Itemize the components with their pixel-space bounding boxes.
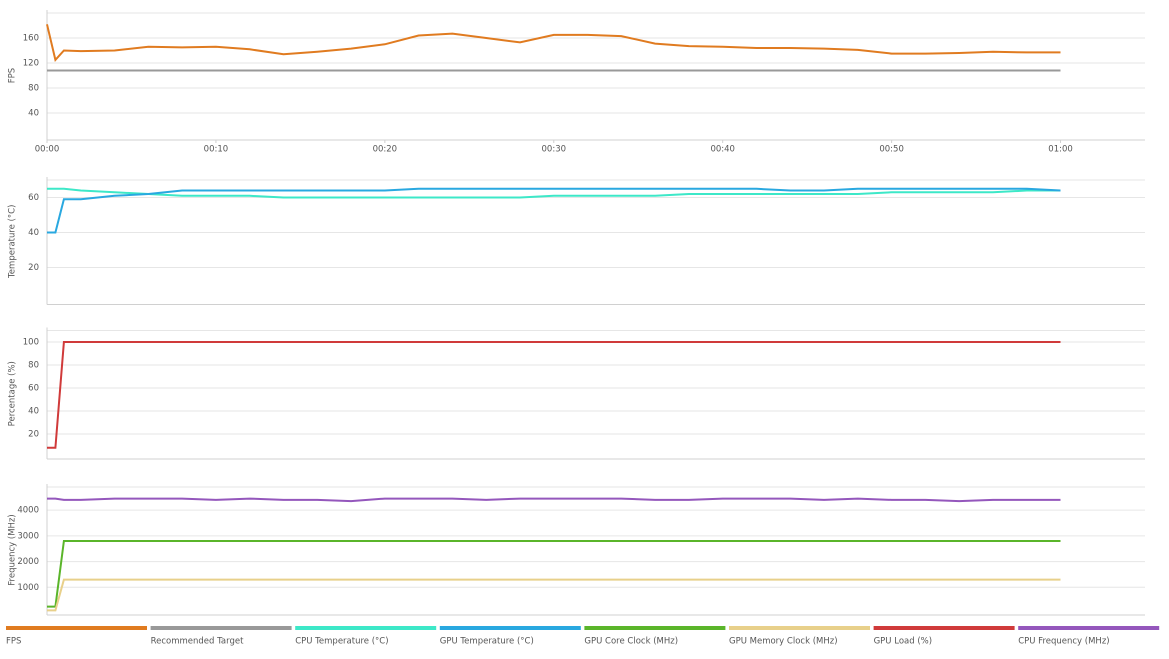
legend-label: CPU Temperature (°C) xyxy=(295,637,388,647)
legend-swatch xyxy=(584,626,726,630)
series-line xyxy=(46,24,1061,62)
legend-swatch xyxy=(873,626,1015,630)
series-line xyxy=(47,497,1061,503)
legend-swatch xyxy=(6,626,147,630)
series-line xyxy=(47,187,1061,234)
legend-label: Recommended Target xyxy=(151,637,244,647)
x-tick-label: 00:20 xyxy=(373,145,398,155)
legend-swatch xyxy=(439,626,581,630)
y-tick-label: 80 xyxy=(28,361,39,371)
legend-label: FPS xyxy=(6,637,21,647)
legend-swatch xyxy=(1018,626,1160,630)
y-tick-label: 60 xyxy=(28,384,39,394)
y-tick-label: 2000 xyxy=(17,557,39,567)
y-tick-label: 40 xyxy=(28,109,39,119)
y-axis-label: Frequency (MHz) xyxy=(8,514,18,585)
series-line xyxy=(47,578,1061,612)
y-tick-label: 40 xyxy=(28,407,39,417)
y-axis-label: Temperature (°C) xyxy=(8,205,18,279)
series-line xyxy=(47,540,1061,608)
series-line xyxy=(47,341,1061,449)
x-tick-label: 00:30 xyxy=(542,145,567,155)
y-tick-label: 60 xyxy=(28,193,39,203)
legend-label: GPU Memory Clock (MHz) xyxy=(729,637,838,647)
y-tick-label: 20 xyxy=(28,430,39,440)
legend-label: GPU Core Clock (MHz) xyxy=(584,637,678,647)
x-tick-label: 00:40 xyxy=(710,145,735,155)
legend-label: CPU Frequency (MHz) xyxy=(1018,637,1109,647)
y-axis-label: Percentage (%) xyxy=(8,361,18,426)
legend-label: GPU Load (%) xyxy=(874,637,932,647)
y-tick-label: 1000 xyxy=(17,583,39,593)
y-tick-label: 20 xyxy=(28,263,39,273)
legend-swatch xyxy=(150,626,292,630)
x-tick-label: 00:50 xyxy=(879,145,904,155)
legend-swatch xyxy=(295,626,437,630)
y-tick-label: 3000 xyxy=(17,531,39,541)
legend-swatch xyxy=(729,626,870,630)
x-tick-label: 01:00 xyxy=(1048,145,1073,155)
x-tick-label: 00:00 xyxy=(35,145,60,155)
y-tick-label: 160 xyxy=(23,34,39,44)
y-tick-label: 40 xyxy=(28,228,39,238)
y-tick-label: 80 xyxy=(28,84,39,94)
y-tick-label: 4000 xyxy=(17,506,39,516)
y-tick-label: 100 xyxy=(23,338,39,348)
y-tick-label: 120 xyxy=(23,59,39,69)
x-tick-label: 00:10 xyxy=(204,145,229,155)
series-line xyxy=(47,187,1061,199)
legend-label: GPU Temperature (°C) xyxy=(440,637,534,647)
y-axis-label: FPS xyxy=(8,68,18,83)
